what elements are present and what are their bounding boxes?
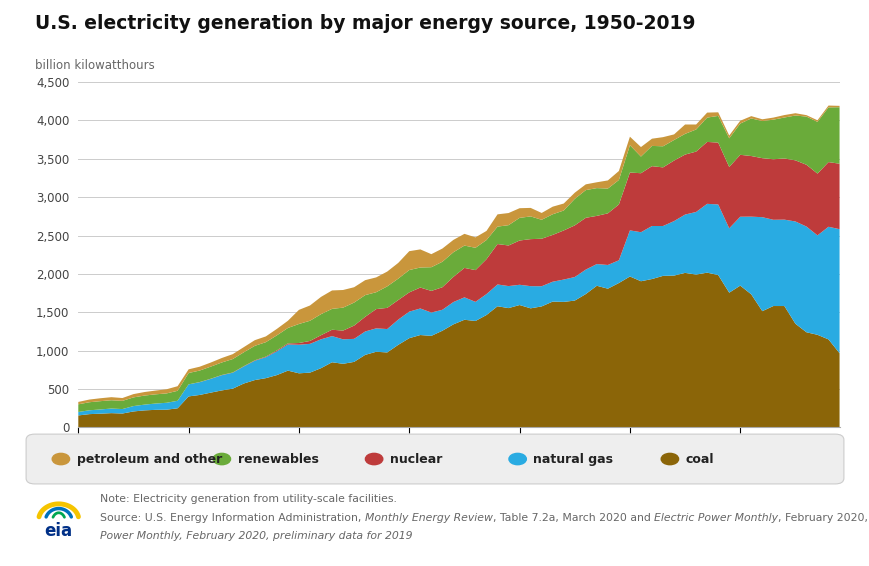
Text: Note: Electricity generation from utility-scale facilities.: Note: Electricity generation from utilit… <box>100 494 396 504</box>
Text: U.S. electricity generation by major energy source, 1950-2019: U.S. electricity generation by major ene… <box>35 14 694 33</box>
Text: renewables: renewables <box>237 453 318 465</box>
Text: , Table 7.2a, March 2020 and: , Table 7.2a, March 2020 and <box>492 513 653 524</box>
Text: eia: eia <box>44 522 73 540</box>
Text: Electric Power Monthly: Electric Power Monthly <box>653 513 777 524</box>
Text: coal: coal <box>685 453 713 465</box>
Text: , February 2020, preliminary data for 2019: , February 2020, preliminary data for 20… <box>777 513 869 524</box>
Text: Monthly Energy Review: Monthly Energy Review <box>364 513 492 524</box>
Text: natural gas: natural gas <box>533 453 613 465</box>
Text: nuclear: nuclear <box>389 453 441 465</box>
Text: Source: U.S. Energy Information Administration,: Source: U.S. Energy Information Administ… <box>100 513 364 524</box>
Text: petroleum and other: petroleum and other <box>76 453 222 465</box>
Text: billion kilowatthours: billion kilowatthours <box>35 59 155 72</box>
Text: Power Monthly, February 2020, preliminary data for 2019: Power Monthly, February 2020, preliminar… <box>100 531 412 541</box>
